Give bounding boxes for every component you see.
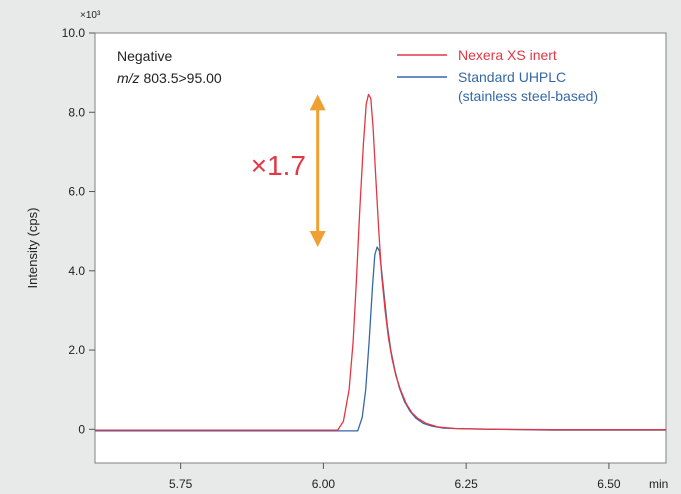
x-axis-ticks: 5.75 6.00 6.25 6.50 <box>169 463 621 491</box>
ratio-label: ×1.7 <box>251 150 306 181</box>
mz-label-value: 803.5>95.00 <box>140 70 222 86</box>
x-unit-label: min <box>649 477 668 491</box>
y-axis-label: Intensity (cps) <box>25 208 40 289</box>
arrow-head-up <box>309 94 326 111</box>
y-axis-ticks: 0 2.0 4.0 6.0 8.0 10.0 <box>62 26 95 436</box>
x-tick-label: 6.50 <box>597 477 621 491</box>
legend-label: (stainless steel-based) <box>458 88 598 104</box>
series-lines <box>95 93 666 432</box>
y-tick-label: 4.0 <box>68 264 85 278</box>
y-tick-label: 2.0 <box>68 343 85 357</box>
y-scale-label: ×10³ <box>80 10 101 21</box>
y-tick-label: 0 <box>78 422 85 436</box>
ratio-arrow <box>309 94 326 248</box>
mz-label-italic: m/z <box>117 70 140 86</box>
y-tick-label: 10.0 <box>62 26 86 40</box>
x-tick-label: 6.00 <box>312 477 336 491</box>
x-tick-label: 5.75 <box>169 477 193 491</box>
arrow-head-down <box>309 231 326 248</box>
mode-label: Negative <box>117 48 172 64</box>
series-line <box>95 93 666 431</box>
legend-label: Standard UHPLC <box>458 69 566 85</box>
legend-label: Nexera XS inert <box>458 47 557 63</box>
x-tick-label: 6.25 <box>454 477 478 491</box>
legend: Nexera XS inert Standard UHPLC (stainless … <box>397 47 598 104</box>
mz-label: m/z 803.5>95.00 <box>117 70 222 86</box>
y-tick-label: 6.0 <box>68 185 85 199</box>
y-tick-label: 8.0 <box>68 105 85 119</box>
